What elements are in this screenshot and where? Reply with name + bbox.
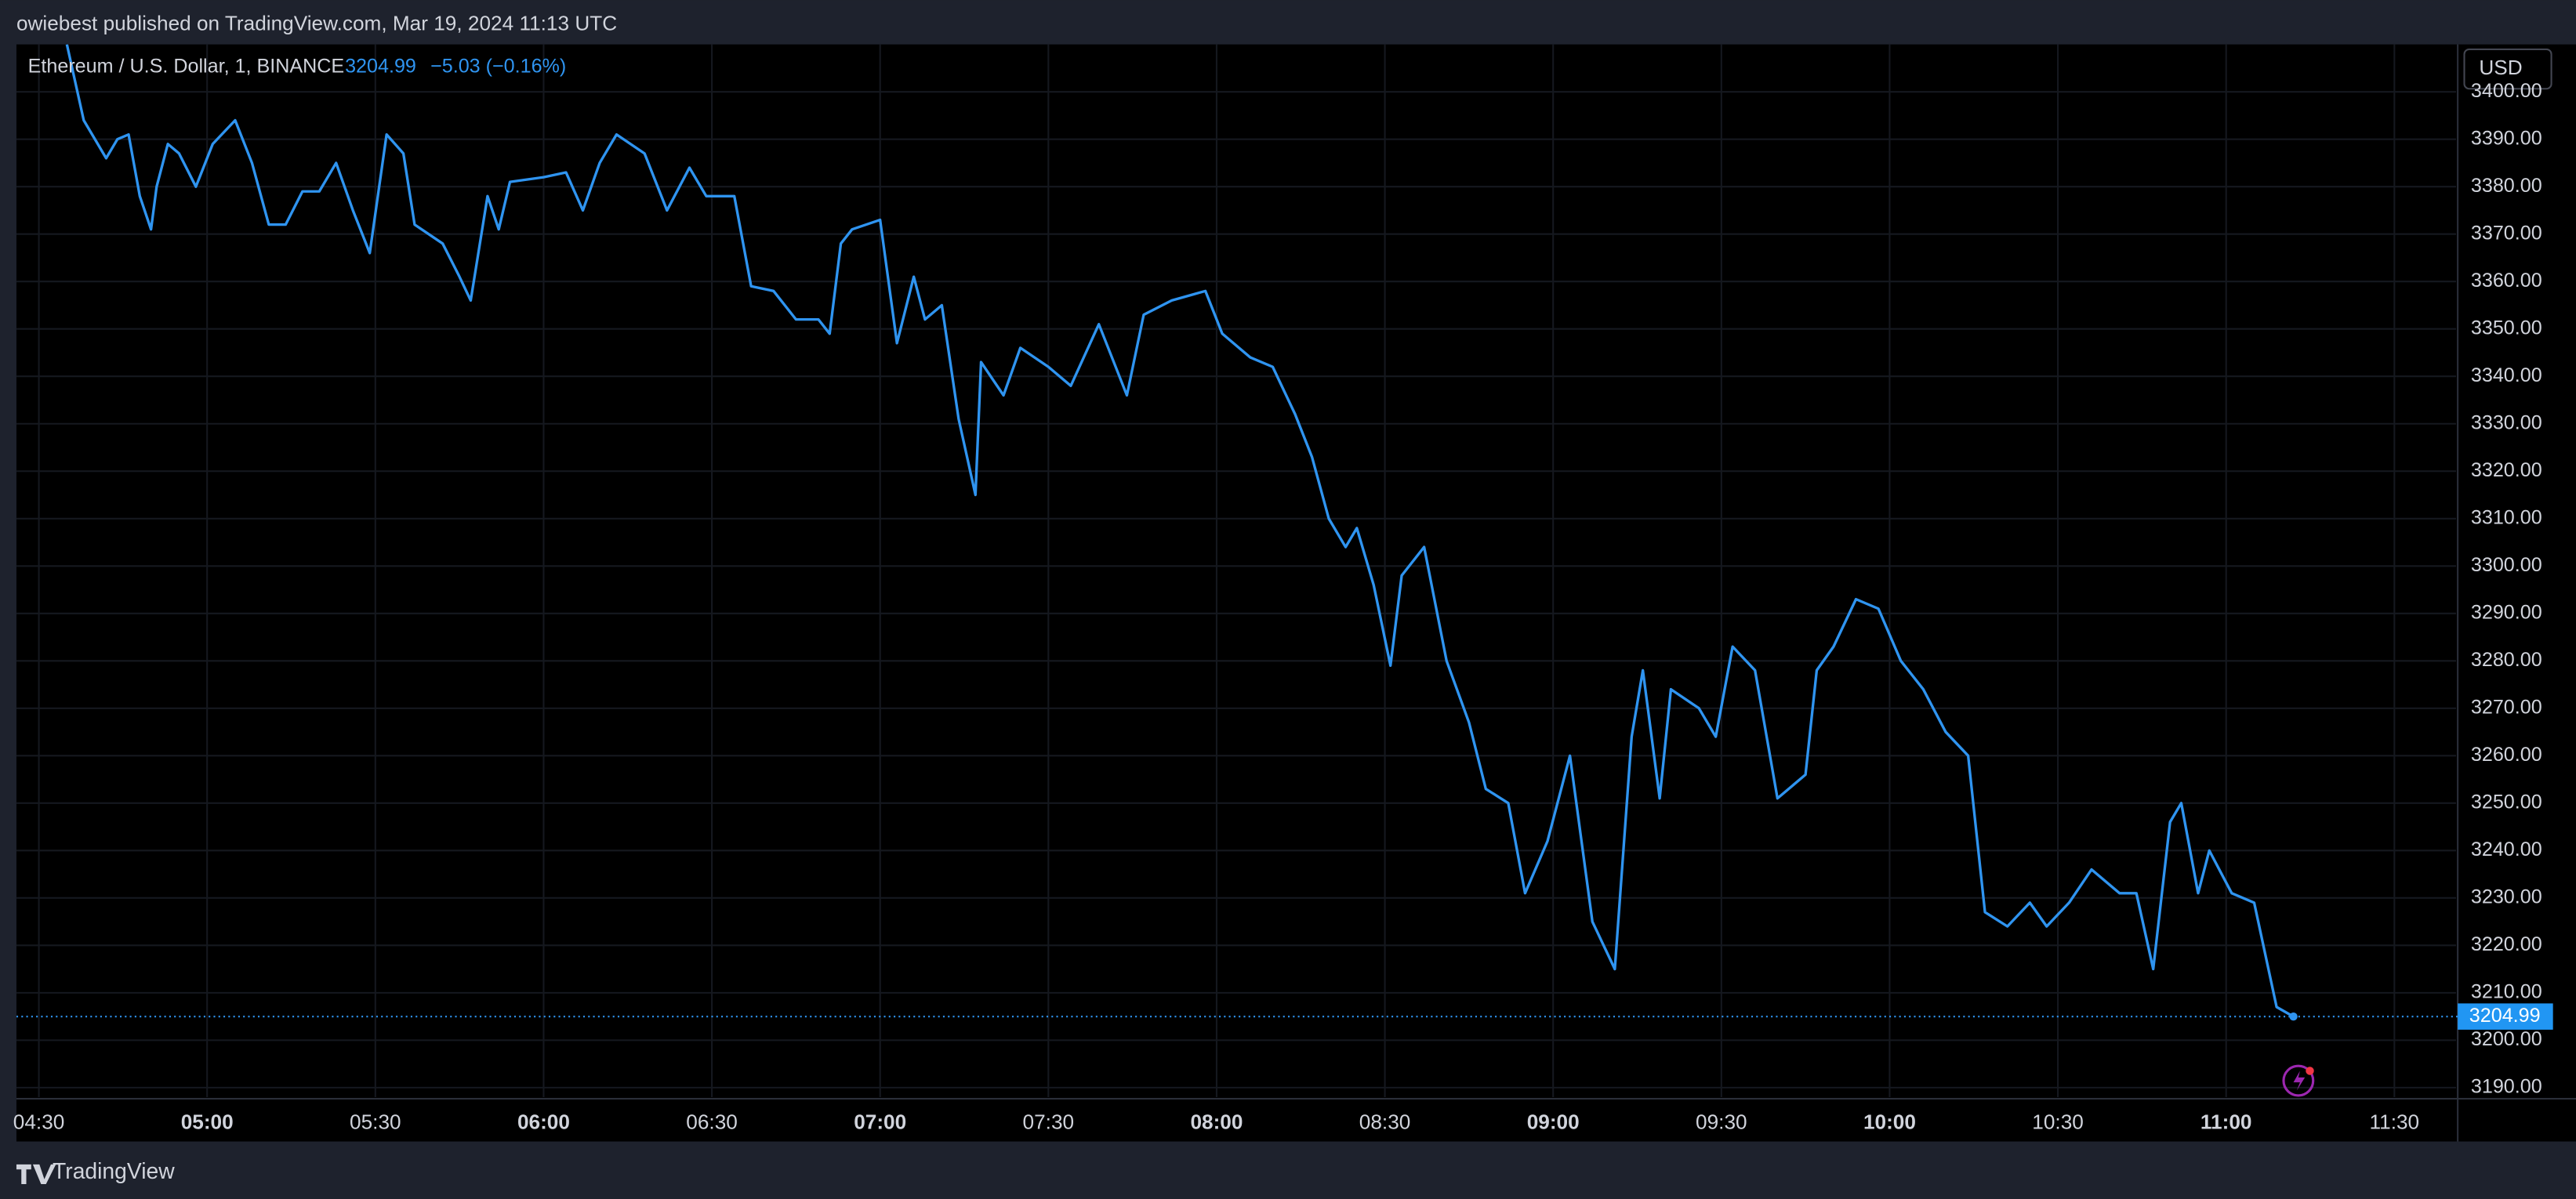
y-tick-label: 3360.00: [2471, 270, 2542, 292]
y-tick-label: 3300.00: [2471, 554, 2542, 576]
y-tick-label: 3400.00: [2471, 80, 2542, 102]
y-tick-label: 3340.00: [2471, 364, 2542, 386]
y-tick-label: 3220.00: [2471, 933, 2542, 955]
alert-icon-bolt: [2293, 1070, 2306, 1091]
series: [65, 44, 2295, 1018]
price-change: −5.03 (−0.16%): [430, 56, 566, 78]
last-price-box: [2458, 1003, 2553, 1030]
last-price: 3204.99: [345, 56, 416, 78]
y-tick-label: 3390.00: [2471, 127, 2542, 149]
price-line: [65, 44, 2295, 1018]
y-tick-label: 3260.00: [2471, 744, 2542, 766]
x-tick-label: 11:30: [2370, 1110, 2420, 1133]
x-tick-label: 08:30: [1359, 1110, 1411, 1133]
x-tick-label: 09:30: [1696, 1110, 1747, 1133]
x-tick-label: 04:30: [13, 1110, 65, 1133]
x-tick-label: 07:00: [854, 1110, 906, 1133]
alert-dot: [2306, 1067, 2314, 1075]
x-tick-label: 11:00: [2200, 1110, 2252, 1133]
plot-area: [16, 44, 2576, 1142]
currency-box[interactable]: [2463, 48, 2552, 90]
y-tick-label: 3200.00: [2471, 1028, 2542, 1050]
y-tick-label: 3230.00: [2471, 886, 2542, 907]
y-tick-label: 3210.00: [2471, 981, 2542, 1003]
currency[interactable]: USD: [2479, 56, 2522, 79]
y-tick-label: 3320.00: [2471, 459, 2542, 481]
y-tick-label: 3380.00: [2471, 175, 2542, 197]
last-price-label: 3204.99: [2469, 1005, 2541, 1027]
y-tick-label: 3270.00: [2471, 696, 2542, 718]
x-tick-label: 05:00: [181, 1110, 234, 1133]
y-tick-label: 3290.00: [2471, 601, 2542, 623]
y-tick-label: 3310.00: [2471, 506, 2542, 528]
x-tick-label: 08:00: [1190, 1110, 1243, 1133]
x-tick-label: 06:00: [517, 1110, 570, 1133]
brand: TradingView: [53, 1158, 175, 1183]
grid: [16, 44, 2457, 1097]
x-tick-label: 05:30: [350, 1110, 401, 1133]
last-point: [2289, 1012, 2298, 1021]
x-tick-label: 10:00: [1863, 1110, 1916, 1133]
y-tick-label: 3190.00: [2471, 1076, 2542, 1098]
x-tick-label: 09:00: [1527, 1110, 1580, 1133]
published-line: owiebest published on TradingView.com, M…: [16, 11, 617, 34]
y-tick-label: 3350.00: [2471, 317, 2542, 339]
alert-icon[interactable]: [2282, 1064, 2315, 1097]
x-tick-label: 07:30: [1023, 1110, 1075, 1133]
y-tick-label: 3330.00: [2471, 411, 2542, 433]
x-tick-label: 10:30: [2032, 1110, 2084, 1133]
y-tick-label: 3280.00: [2471, 649, 2542, 671]
chart-title: Ethereum / U.S. Dollar, 1, BINANCE: [28, 56, 345, 78]
x-tick-label: 06:30: [686, 1110, 738, 1133]
brand-logo: [16, 1164, 56, 1185]
y-tick-label: 3240.00: [2471, 839, 2542, 860]
y-tick-label: 3250.00: [2471, 791, 2542, 813]
y-tick-label: 3370.00: [2471, 222, 2542, 244]
